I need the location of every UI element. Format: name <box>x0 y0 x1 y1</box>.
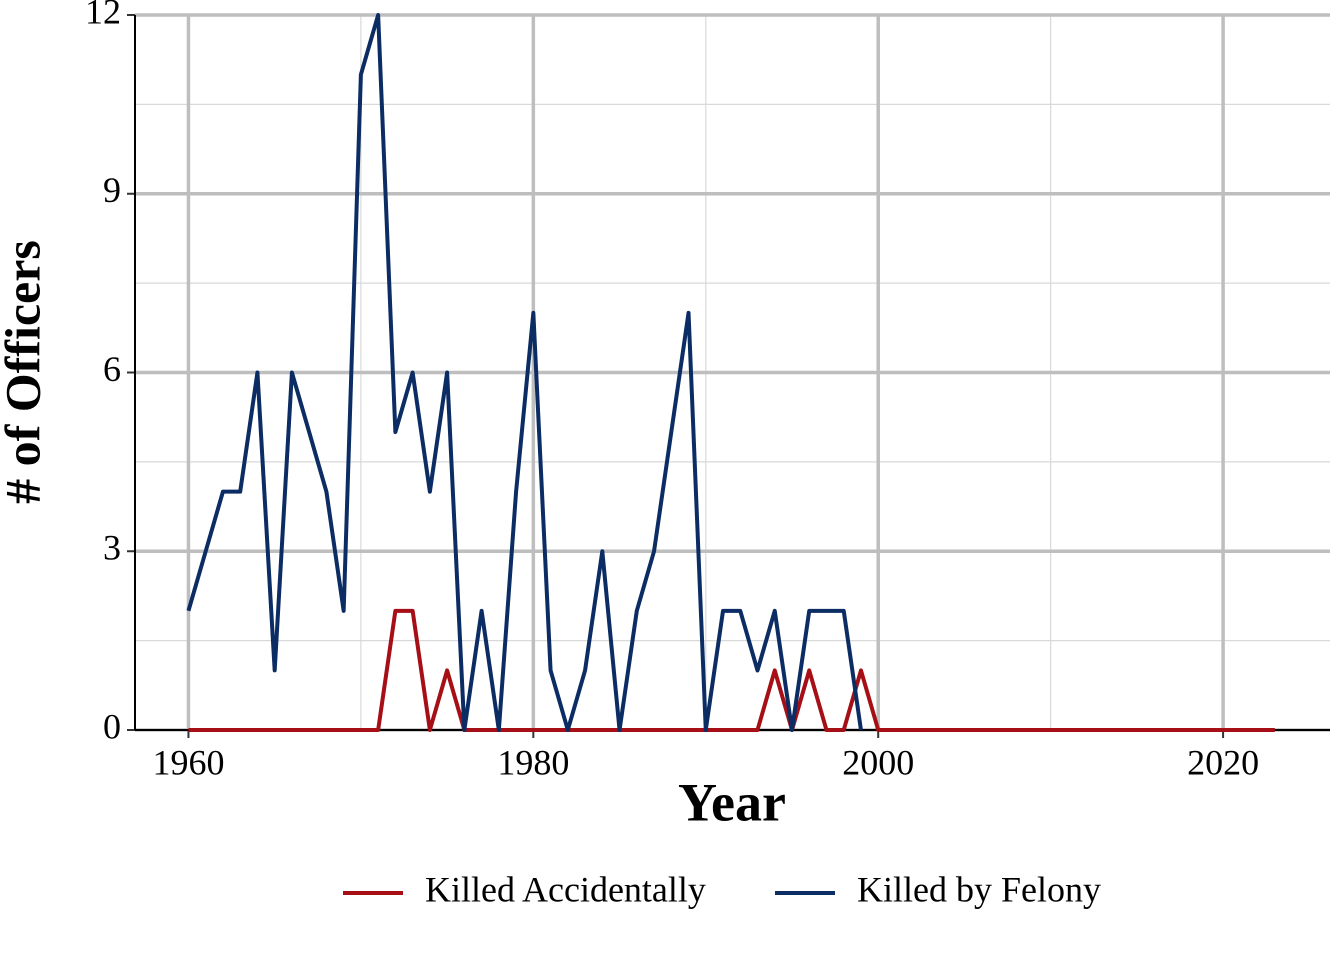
y-axis-label: # of Officers <box>0 240 50 504</box>
y-tick-label: 12 <box>85 0 121 31</box>
series-line <box>188 608 1275 732</box>
legend-label: Killed by Felony <box>857 869 1101 909</box>
x-tick-label: 1960 <box>152 742 224 782</box>
y-tick-label: 3 <box>103 528 121 568</box>
x-tick-label: 2020 <box>1187 742 1259 782</box>
x-tick-label: 2000 <box>842 742 914 782</box>
series-line <box>186 13 863 732</box>
x-axis-label: Year <box>678 772 786 832</box>
legend-label: Killed Accidentally <box>425 869 706 909</box>
y-tick-label: 0 <box>103 706 121 746</box>
x-tick-label: 1980 <box>497 742 569 782</box>
y-tick-label: 9 <box>103 170 121 210</box>
y-tick-label: 6 <box>103 349 121 389</box>
